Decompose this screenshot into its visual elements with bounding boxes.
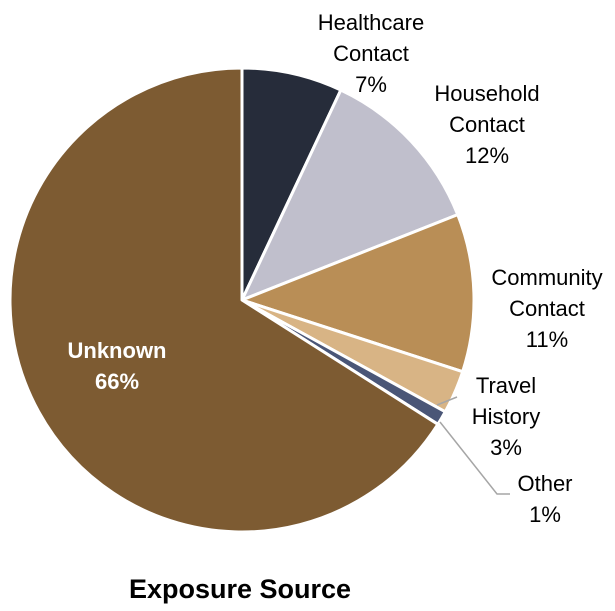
slice-labels: Healthcare Contact 7% Household Contact 12% Co… [68,10,603,527]
data-label-category: Household [434,81,539,106]
pie-slice-healthcare-contact [240,66,343,302]
data-label-percent: 7% [355,72,387,97]
data-label-percent: 12% [465,143,509,168]
data-label-category: Contact [509,296,585,321]
data-label-category: History [472,404,540,429]
pie-slice-unknown [8,66,440,534]
data-label-category: Other [517,471,572,496]
pie-slice-household-contact [240,88,460,302]
data-label-percent: 11% [526,327,568,352]
data-label-healthcare-contact: Healthcare Contact 7% [318,10,424,97]
data-label-category: Travel [476,373,536,398]
data-label-category: Healthcare [318,10,424,35]
data-label-travel-history: Travel History 3% [472,373,540,460]
data-label-category: Contact [333,41,409,66]
data-label-category: Community [491,265,602,290]
data-label-percent: 3% [490,435,522,460]
leader-line-other [439,421,510,495]
data-label-percent: 1% [529,502,561,527]
pie-slices [8,66,476,534]
data-label-household-contact: Household Contact 12% [434,81,539,168]
chart-title: Exposure Source [129,574,351,604]
pie-slice-community-contact [240,213,476,374]
leader-lines [436,396,510,495]
leader-line-travel-history [436,396,458,406]
data-label-category: Contact [449,112,525,137]
data-label-other: Other 1% [517,471,572,527]
data-label-percent: 66% [95,369,139,394]
data-label-unknown: Unknown 66% [68,338,167,394]
data-label-category: Unknown [68,338,167,363]
data-label-community-contact: Community Contact 11% [491,265,602,352]
